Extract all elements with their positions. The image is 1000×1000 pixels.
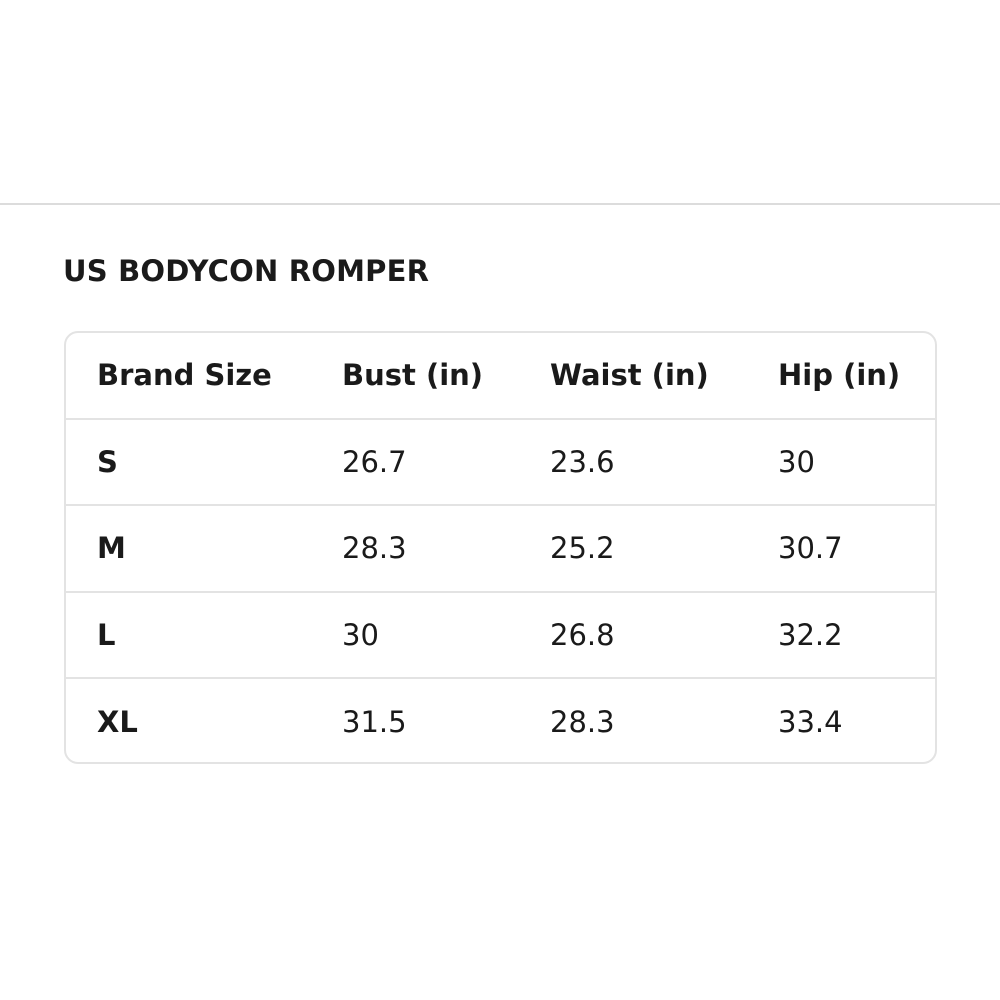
waist-cell: 23.6 [550,444,615,479]
bust-cell: 26.7 [342,444,407,479]
size-cell: L [97,617,116,652]
section-divider [0,203,1000,205]
table-header-row: Brand Size Bust (in) Waist (in) Hip (in) [66,333,935,420]
bust-cell: 31.5 [342,705,407,740]
waist-cell: 25.2 [550,531,615,566]
size-cell: M [97,531,126,566]
size-cell: XL [97,705,138,740]
bust-cell: 30 [342,617,379,652]
size-chart-title: US BODYCON ROMPER [63,254,430,288]
size-cell: S [97,444,118,479]
table-row: L 30 26.8 32.2 [66,593,935,679]
header-hip: Hip (in) [778,358,901,393]
header-brand-size: Brand Size [97,358,272,393]
waist-cell: 26.8 [550,617,615,652]
hip-cell: 32.2 [778,617,843,652]
hip-cell: 30.7 [778,531,843,566]
hip-cell: 33.4 [778,705,843,740]
table-row: XL 31.5 28.3 33.4 [66,679,935,762]
header-bust: Bust (in) [342,358,484,393]
header-waist: Waist (in) [550,358,709,393]
hip-cell: 30 [778,444,815,479]
table-row: S 26.7 23.6 30 [66,420,935,506]
size-chart-table: Brand Size Bust (in) Waist (in) Hip (in)… [64,331,937,764]
bust-cell: 28.3 [342,531,407,566]
table-row: M 28.3 25.2 30.7 [66,506,935,593]
waist-cell: 28.3 [550,705,615,740]
